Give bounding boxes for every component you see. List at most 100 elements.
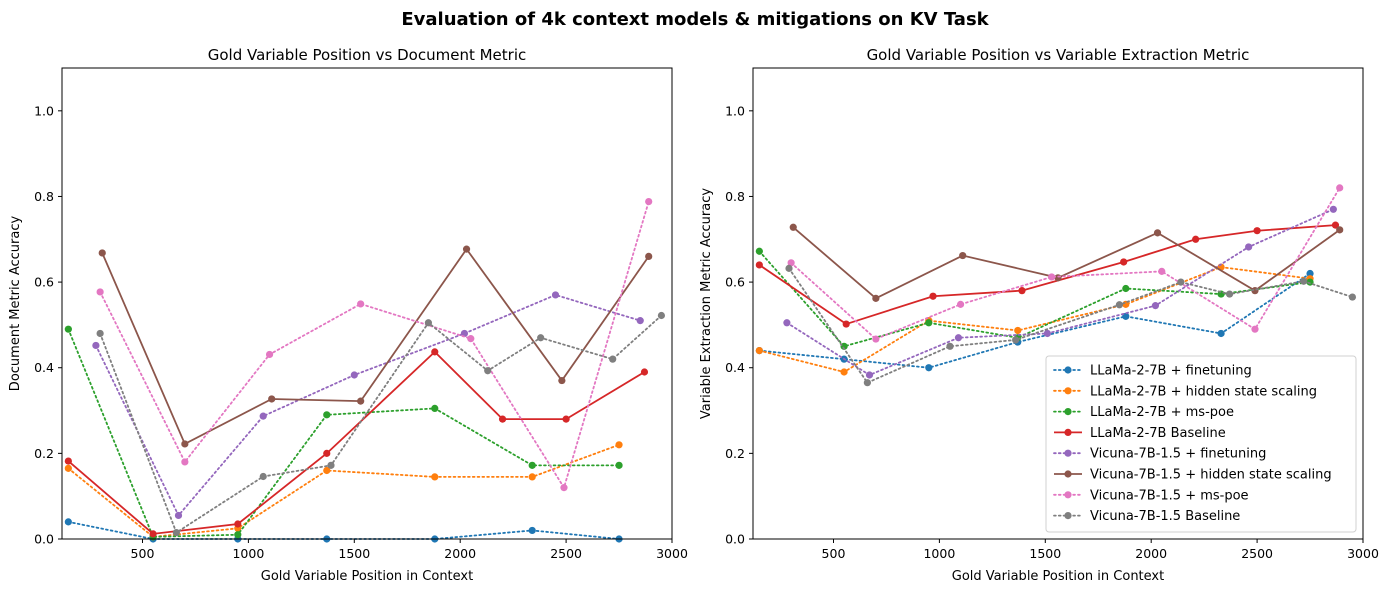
y-tick-label: 0.0 bbox=[725, 532, 745, 547]
data-point bbox=[925, 364, 933, 372]
data-point bbox=[1120, 258, 1128, 266]
data-point bbox=[528, 473, 536, 481]
data-point bbox=[98, 249, 106, 257]
data-point bbox=[64, 457, 72, 465]
data-point bbox=[615, 441, 623, 449]
legend-item: Vicuna-7B-1.5 + ms-poe bbox=[1053, 488, 1249, 503]
data-point bbox=[1043, 329, 1052, 338]
chart-title: Gold Variable Position vs Variable Extra… bbox=[867, 46, 1250, 64]
data-point bbox=[1048, 273, 1056, 281]
x-tick-label: 1000 bbox=[232, 546, 264, 561]
legend-marker bbox=[1064, 449, 1072, 457]
data-point bbox=[560, 484, 568, 492]
data-point bbox=[1225, 290, 1234, 298]
data-point bbox=[467, 335, 475, 343]
data-point bbox=[1217, 329, 1225, 338]
data-point bbox=[1158, 267, 1166, 275]
y-tick-label: 1.0 bbox=[725, 103, 745, 118]
data-point bbox=[350, 371, 358, 379]
legend-marker bbox=[1064, 366, 1072, 374]
data-point bbox=[498, 415, 507, 423]
data-point bbox=[1018, 287, 1026, 295]
y-tick-label: 0.2 bbox=[34, 446, 54, 461]
legend-label: Vicuna-7B-1.5 + hidden state scaling bbox=[1090, 468, 1332, 483]
data-point bbox=[1253, 227, 1261, 235]
legend-label: Vicuna-7B-1.5 + finetuning bbox=[1090, 447, 1266, 462]
data-point bbox=[64, 325, 72, 333]
axes-frame bbox=[61, 67, 673, 540]
data-point bbox=[357, 300, 365, 308]
data-point bbox=[787, 259, 795, 267]
data-point bbox=[1151, 302, 1160, 310]
data-point bbox=[615, 461, 623, 469]
data-point bbox=[431, 404, 439, 412]
data-point bbox=[1336, 226, 1344, 234]
y-tick-label: 0.6 bbox=[34, 275, 54, 290]
series-vicuna-7b-1-5-ms-poe bbox=[96, 197, 653, 492]
series-line bbox=[67, 350, 645, 535]
data-point bbox=[259, 412, 267, 420]
data-point bbox=[181, 440, 189, 448]
legend: LLaMa-2-7B + finetuning LLaMa-2-7B + hidd… bbox=[1045, 355, 1357, 533]
data-point bbox=[755, 247, 763, 255]
series-vicuna-7b-1-5-baseline bbox=[96, 311, 666, 537]
data-point bbox=[323, 449, 331, 457]
y-tick-label: 0.8 bbox=[725, 189, 745, 204]
series-vicuna-7b-1-5-baseline bbox=[785, 264, 1357, 387]
x-tick-label: 2500 bbox=[550, 546, 582, 561]
legend-item: LLaMa-2-7B + ms-poe bbox=[1053, 405, 1234, 420]
legend-label: Vicuna-7B-1.5 Baseline bbox=[1090, 509, 1240, 524]
data-point bbox=[755, 261, 763, 269]
data-point bbox=[1153, 229, 1162, 237]
data-point bbox=[785, 264, 793, 272]
data-point bbox=[1306, 278, 1314, 286]
series-vicuna-7b-1-5-hidden-state-scaling bbox=[789, 223, 1344, 302]
series-vicuna-7b-1-5-ms-poe bbox=[787, 184, 1344, 343]
y-axis-label: Document Metric Accuracy bbox=[8, 216, 23, 392]
data-point bbox=[645, 252, 653, 260]
x-tick-label: 1000 bbox=[923, 546, 955, 561]
legend-marker bbox=[1064, 387, 1072, 395]
data-point bbox=[562, 415, 570, 423]
data-point bbox=[1245, 243, 1253, 251]
data-point bbox=[174, 511, 183, 520]
y-tick-label: 0.4 bbox=[34, 360, 54, 375]
data-point bbox=[537, 334, 545, 342]
data-point bbox=[959, 251, 967, 260]
data-point bbox=[640, 368, 649, 376]
y-tick-label: 0.4 bbox=[725, 360, 745, 375]
data-point bbox=[865, 371, 874, 379]
legend-label: LLaMa-2-7B + ms-poe bbox=[1090, 405, 1234, 420]
x-tick-label: 500 bbox=[822, 546, 846, 561]
x-tick-label: 1500 bbox=[1029, 546, 1061, 561]
y-tick-label: 0.6 bbox=[725, 275, 745, 290]
x-tick-label: 2500 bbox=[1241, 546, 1273, 561]
plot-area bbox=[62, 68, 672, 539]
left-chart-panel: 500 1000 1500 2000 2500 3000 0.0 0.2 0.4 0.6 0.8 1.… bbox=[8, 46, 688, 584]
legend-item: LLaMa-2-7B + hidden state scaling bbox=[1053, 384, 1317, 399]
data-point bbox=[645, 197, 653, 206]
chart-title: Gold Variable Position vs Document Metri… bbox=[208, 46, 527, 64]
data-point bbox=[956, 300, 965, 308]
legend-label: LLaMa-2-7B + hidden state scaling bbox=[1090, 384, 1317, 399]
data-point bbox=[327, 461, 335, 469]
data-point bbox=[1251, 325, 1259, 333]
data-point bbox=[925, 319, 933, 327]
axes-frame bbox=[752, 67, 1364, 540]
data-point bbox=[1329, 205, 1337, 213]
data-point bbox=[929, 292, 937, 300]
data-point bbox=[551, 291, 560, 299]
series-vicuna-7b-1-5-finetuning bbox=[783, 205, 1337, 379]
data-point bbox=[268, 395, 276, 403]
legend-item: Vicuna-7B-1.5 Baseline bbox=[1053, 509, 1240, 524]
series-llama-2-7b-baseline bbox=[64, 348, 649, 538]
data-point bbox=[528, 526, 536, 535]
legend-label: LLaMa-2-7B Baseline bbox=[1090, 426, 1226, 441]
data-point bbox=[1122, 284, 1130, 293]
legend-marker bbox=[1064, 470, 1072, 478]
data-point bbox=[1336, 184, 1344, 192]
data-point bbox=[1300, 277, 1308, 285]
data-point bbox=[96, 288, 104, 296]
